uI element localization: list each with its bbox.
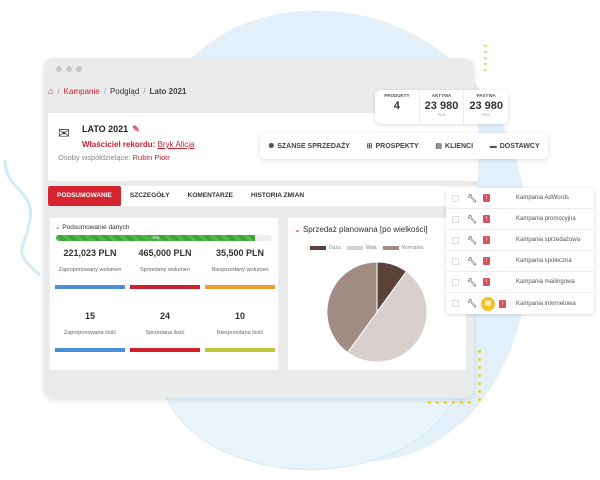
legend-mala: Mała xyxy=(346,245,377,251)
prospect-icon: ⊞ xyxy=(366,143,373,150)
tab-szczegoly[interactable]: SZCZEGÓŁY xyxy=(129,192,170,199)
stat-sold-qty: 24 Sprzedana ilość xyxy=(130,311,200,352)
list-item[interactable]: 🔧︎! Kampania AdWords xyxy=(446,188,594,209)
checkbox[interactable] xyxy=(452,236,459,244)
record-title: LATO 2021 ✎ xyxy=(82,124,140,134)
chart-header[interactable]: ⌄ Sprzedaż planowana [po wielkości] xyxy=(294,225,428,234)
window-controls xyxy=(56,66,82,72)
summary-header[interactable]: ⌄ Podsumowanie danych xyxy=(55,224,130,231)
wrench-icon[interactable]: 🔧︎ xyxy=(467,235,478,245)
wrench-icon[interactable]: 🔧︎ xyxy=(467,214,478,224)
campaign-list: 🔧︎! Kampania AdWords 🔧︎! Kampania promocyj… xyxy=(446,188,594,314)
stat-proposed-qty: 15 Zaproponowana ilość xyxy=(55,311,125,352)
kpi-pasywa: PASYWA 23 980 PLN xyxy=(469,93,503,117)
wrench-icon[interactable]: 🔧︎ xyxy=(467,256,478,266)
list-item[interactable]: 🔧︎! Kampania promocyjna xyxy=(446,209,594,230)
list-item[interactable]: 🔧︎! Kampania społeczna xyxy=(446,251,594,272)
wrench-icon[interactable]: 🔧︎ xyxy=(467,193,478,203)
legend-normalna: Normalna xyxy=(382,245,423,251)
chevron-down-icon: ⌄ xyxy=(55,224,61,231)
owner-link[interactable]: Bryk Alicja xyxy=(157,140,195,149)
legend-duza: Duża xyxy=(310,245,341,251)
chevron-decoration-icon: ⌄ ⌄ ⌄ ⌄ ⌄ xyxy=(482,40,489,73)
tab-komentarze[interactable]: KOMENTARZE xyxy=(187,192,234,199)
alert-icon: ! xyxy=(483,236,491,244)
decorative-wave xyxy=(3,160,41,277)
chart-panel: ⌄ Sprzedaż planowana [po wielkości] Duża… xyxy=(288,218,466,370)
checkbox[interactable] xyxy=(452,300,459,307)
stat-unsold-volume: 35,500 PLN Niesprzedany wolumen xyxy=(205,248,275,289)
record-owner: Właściciel rekordu: Bryk Alicja xyxy=(82,140,195,149)
calendar-icon[interactable]: ▦ xyxy=(481,296,496,311)
wrench-icon[interactable]: 🔧︎ xyxy=(467,299,478,308)
breadcrumb-current: Lato 2021 xyxy=(149,86,187,96)
stat-unsold-qty: 10 Niesprzedana ilość xyxy=(205,311,275,352)
list-item[interactable]: 🔧︎ ▦! Kampania internetowa xyxy=(446,293,594,314)
nav-dostawcy[interactable]: ▬ DOSTAWCY xyxy=(489,142,540,150)
breadcrumb-kampanie[interactable]: Kampanie xyxy=(63,86,100,96)
chart-legend: Duża Mała Normalna xyxy=(310,245,423,251)
pie-chart xyxy=(326,261,428,363)
nav-prospekty[interactable]: ⊞ PROSPEKTY xyxy=(366,143,419,150)
chevron-down-icon: ⌄ xyxy=(294,225,301,234)
shared-with: Osoby współdzielące: Rubin Piotr xyxy=(58,153,170,162)
breadcrumb: ⌂ / Kampanie / Podgląd / Lato 2021 xyxy=(48,86,187,96)
list-item[interactable]: 🔧︎! Kampania mailingowa xyxy=(446,272,594,293)
nav-klienci[interactable]: ▤ KLIENCI xyxy=(435,143,474,150)
checkbox[interactable] xyxy=(452,215,459,223)
edit-icon[interactable]: ✎ xyxy=(132,124,140,134)
kpi-card: PRODUKTY 4 AKTYWA 23 980 PLN PASYWA 23 980 PL… xyxy=(375,90,508,124)
alert-icon: ! xyxy=(483,257,491,265)
building-icon: ▤ xyxy=(435,143,443,150)
checkbox[interactable] xyxy=(452,257,459,265)
tab-historia-zmian[interactable]: HISTORIA ZMIAN xyxy=(251,192,305,199)
truck-icon: ▬ xyxy=(489,142,497,150)
kpi-aktywa: AKTYWA 23 980 PLN xyxy=(420,90,465,124)
stat-proposed-volume: 221,023 PLN Zaproponowany wolumen xyxy=(55,248,125,289)
home-icon[interactable]: ⌂ xyxy=(48,86,54,96)
alert-icon: ! xyxy=(483,278,491,286)
tab-podsumowanie[interactable]: PODSUMOWANIE xyxy=(48,186,121,206)
alert-icon: ! xyxy=(483,194,491,202)
progress-bar: 92% xyxy=(56,235,272,241)
tab-bar: PODSUMOWANIE SZCZEGÓŁY KOMENTARZE HISTOR… xyxy=(48,186,478,206)
list-item[interactable]: 🔧︎! Kampania sprzedażowa xyxy=(446,230,594,251)
kpi-produkty: PRODUKTY 4 xyxy=(375,90,420,124)
summary-panel: ⌄ Podsumowanie danych 92% 221,023 PLN Zap… xyxy=(50,218,278,370)
shared-user-link[interactable]: Rubin Piotr xyxy=(132,153,170,162)
envelopes-icon: ✉ xyxy=(58,125,70,141)
app-window: ⌂ / Kampanie / Podgląd / Lato 2021 ✉ LAT… xyxy=(44,58,478,398)
alert-icon: ! xyxy=(499,299,507,308)
wrench-icon[interactable]: 🔧︎ xyxy=(467,277,478,287)
checkbox[interactable] xyxy=(452,278,459,286)
alert-icon: ! xyxy=(483,215,491,223)
breadcrumb-podglad[interactable]: Podgląd xyxy=(109,86,140,96)
stat-sold-volume: 465,000 PLN Sprzedany wolumen xyxy=(130,248,200,289)
nav-szanse-sprzedazy[interactable]: ✺ SZANSE SPRZEDAŻY xyxy=(268,143,350,150)
related-nav: ✺ SZANSE SPRZEDAŻY ⊞ PROSPEKTY ▤ KLIENCI ▬ D… xyxy=(260,133,548,159)
checkbox[interactable] xyxy=(452,194,459,202)
opportunity-icon: ✺ xyxy=(268,143,275,150)
